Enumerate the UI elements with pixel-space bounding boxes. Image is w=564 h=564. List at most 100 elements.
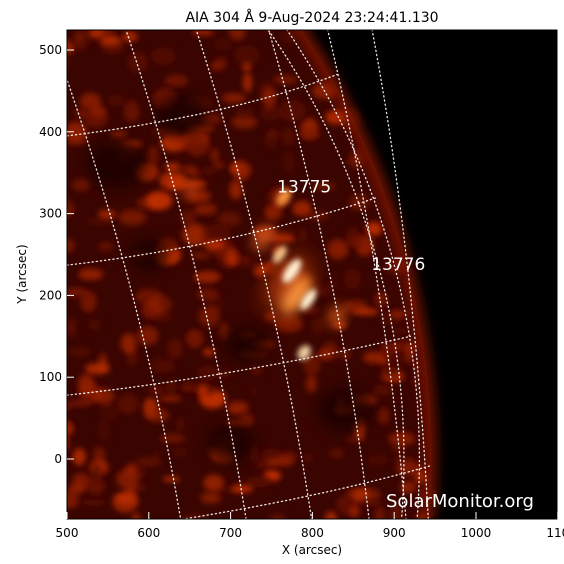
plasma-blob (278, 226, 297, 236)
plasma-blob (198, 305, 221, 327)
plasma-blob (80, 291, 97, 313)
active-region-brightening (327, 305, 347, 327)
plot-area: 13775 13776 SolarMonitor.org (38, 30, 557, 519)
limb-edge (298, 30, 433, 519)
plasma-blob (120, 333, 137, 354)
plasma-blob (374, 291, 388, 308)
plasma-blob (67, 401, 72, 411)
plasma-blob (363, 499, 383, 507)
grid-meridian (327, 30, 407, 519)
plasma-blob (72, 448, 86, 466)
grid-meridian (67, 77, 182, 519)
plasma-blob (67, 325, 78, 338)
solar-disk (38, 30, 437, 519)
plasma-blob (213, 38, 232, 51)
plasma-blob (148, 295, 172, 314)
y-tick-label: 0 (54, 452, 62, 466)
plasma-blob (112, 491, 139, 513)
plasma-blob (148, 387, 166, 394)
plasma-blob (87, 218, 114, 225)
plasma-blob (227, 401, 249, 416)
plasma-blob (117, 393, 139, 414)
plasma-blob (221, 93, 246, 104)
plasma-blob (210, 147, 219, 163)
plasma-blob (203, 474, 224, 492)
plasma-blob (292, 200, 312, 217)
plasma-blob (225, 249, 238, 266)
plasma-blob (194, 271, 222, 281)
plasma-blob (274, 517, 283, 519)
x-axis-label: X (arcsec) (282, 543, 342, 557)
plasma-blob (249, 388, 259, 395)
plasma-blob (147, 145, 159, 167)
plasma-blob (84, 363, 110, 375)
plasma-blob (328, 448, 344, 459)
plasma-blob (327, 239, 349, 260)
watermark-text: SolarMonitor.org (386, 491, 534, 512)
plasma-blob (389, 327, 412, 335)
plasma-blob (389, 504, 403, 519)
x-tick-label: 110 (546, 526, 564, 540)
plasma-blob (266, 511, 288, 519)
plasma-blob (264, 311, 279, 322)
plasma-blob (67, 437, 70, 450)
region-labels: 13775 13776 (277, 177, 425, 275)
plasma-blob (164, 163, 181, 171)
plasma-blob (158, 395, 183, 402)
plasma-blob (198, 203, 217, 216)
plasma-blob (166, 248, 177, 263)
plasma-blob (374, 505, 386, 519)
plasma-blob (229, 180, 243, 200)
plasma-blob (68, 347, 92, 357)
plasma-blob (305, 374, 317, 393)
plasma-blob (89, 463, 102, 482)
plasma-blob (200, 492, 222, 504)
plasma-blob (67, 137, 89, 146)
plasma-blob (303, 354, 321, 376)
plasma-blob (171, 447, 188, 457)
plasma-blob (38, 393, 63, 412)
dark-patch (206, 423, 255, 462)
dark-patch (155, 94, 208, 137)
x-tick-label: 1000 (461, 526, 492, 540)
plasma-blob (372, 384, 393, 396)
plasma-blob (137, 326, 159, 346)
plasma-blob (67, 483, 86, 495)
plasma-blob (99, 35, 121, 46)
plasma-blob (349, 505, 360, 519)
plasma-blob (67, 420, 73, 434)
plasma-blob (93, 388, 115, 405)
plasma-blob (269, 233, 296, 243)
x-tick-label: 500 (56, 526, 79, 540)
plasma-blob (122, 31, 138, 42)
plasma-blob (297, 228, 308, 242)
plasma-blob (90, 104, 106, 118)
plasma-blob (131, 512, 141, 519)
plasma-blob (380, 366, 399, 377)
plasma-blob (167, 338, 183, 360)
plasma-blob (363, 351, 386, 364)
y-axis-label: Y (arcsec) (15, 244, 29, 304)
plasma-blob (93, 447, 106, 462)
plasma-blob (345, 435, 367, 443)
plasma-blob (229, 162, 241, 173)
plasma-blob (234, 45, 260, 65)
plasma-blob (74, 108, 88, 118)
plasma-blob (152, 309, 172, 322)
plasma-blob (107, 94, 126, 107)
y-tick-label: 500 (39, 43, 62, 57)
plasma-blob (260, 30, 274, 33)
plasma-blob (100, 404, 120, 421)
plasma-blob (343, 268, 362, 290)
active-region-brightening (276, 188, 292, 207)
x-tick-label: 700 (219, 526, 242, 540)
plasma-blob (279, 100, 306, 122)
plasma-blob (200, 166, 217, 176)
plasma-blob (212, 161, 224, 169)
dark-patch (86, 140, 147, 189)
plasma-blob (152, 450, 161, 460)
plasma-blob (382, 351, 397, 359)
plasma-blob (202, 223, 231, 242)
plasma-blob (149, 356, 175, 371)
plasma-blob (266, 457, 295, 467)
